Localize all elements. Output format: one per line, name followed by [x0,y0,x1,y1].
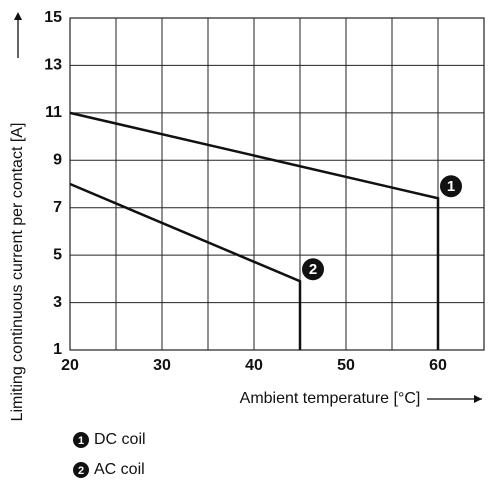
series-marker-label: 1 [447,178,455,195]
x-tick-label: 40 [245,357,263,374]
y-tick-label: 13 [44,57,62,74]
legend-label: AC coil [94,461,145,478]
y-axis-label: Limiting continuous current per contact … [9,123,26,422]
legend-marker [73,432,89,448]
legend-marker [73,462,89,478]
y-tick-label: 3 [53,294,62,311]
y-tick-label: 7 [53,199,62,216]
y-tick-label: 9 [53,152,62,169]
x-tick-label: 20 [61,357,79,374]
y-tick-label: 15 [44,9,62,26]
x-tick-label: 50 [337,357,355,374]
series-marker [302,258,324,281]
plot-frame [69,17,485,351]
legend-marker-label: 2 [78,465,84,477]
x-axis-arrowhead [474,395,482,403]
series-marker [440,175,462,198]
data-line [69,182,302,350]
data-line [69,111,440,350]
x-axis-label: Ambient temperature [°C] [240,390,421,407]
legend-marker-label: 1 [78,435,84,447]
y-axis-arrowhead [14,12,22,20]
x-tick-label: 60 [429,357,447,374]
legend-label: DC coil [94,431,146,448]
y-tick-label: 5 [53,246,62,263]
x-tick-label: 30 [153,357,171,374]
y-tick-label: 11 [45,104,62,121]
series-marker-label: 2 [309,261,317,278]
y-tick-label: 1 [53,341,62,358]
